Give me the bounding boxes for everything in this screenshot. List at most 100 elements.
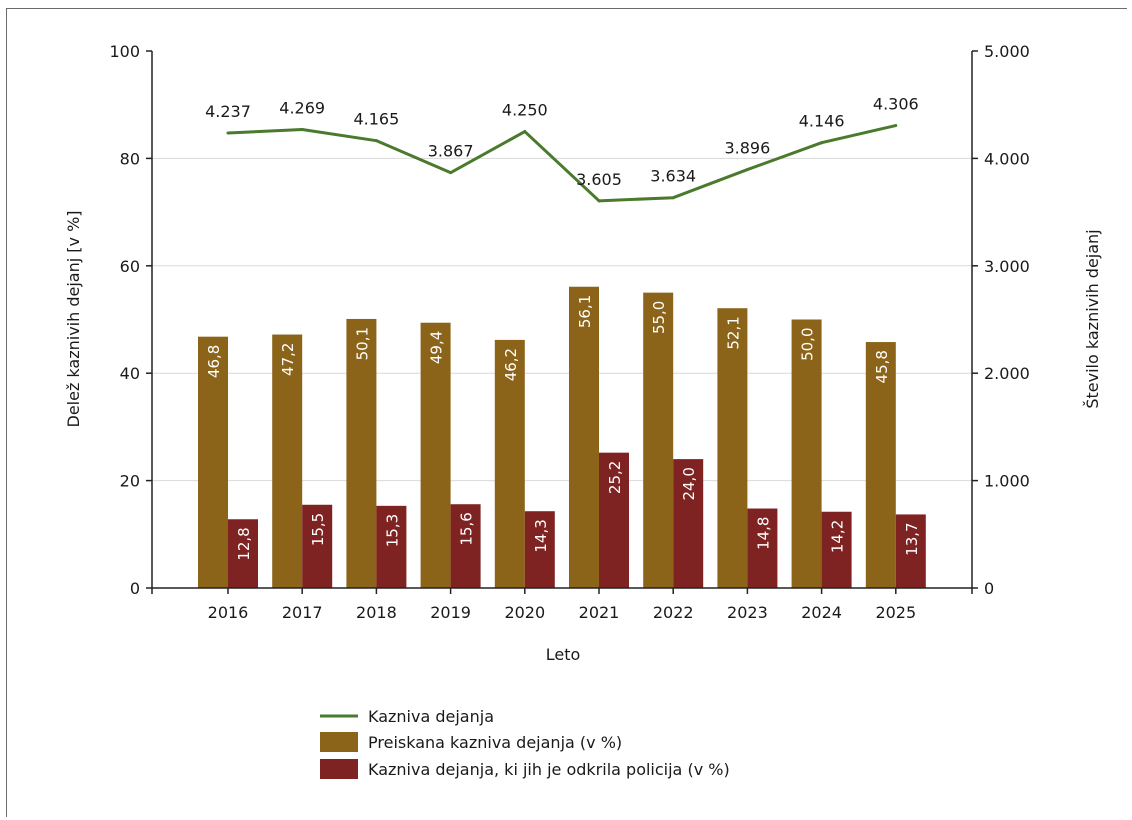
bar-label-police: 15,6 (458, 512, 476, 545)
bar-label-police: 25,2 (606, 461, 624, 494)
bar-label-police: 14,3 (532, 519, 550, 552)
y-tick-label-left: 20 (120, 472, 140, 491)
line-point-label: 4.237 (205, 102, 251, 121)
bar-label-police: 14,2 (829, 520, 847, 553)
bar-label-investigated: 50,0 (799, 328, 817, 361)
bar-police (599, 452, 629, 588)
line-point-label: 4.250 (502, 101, 548, 120)
bar-police (376, 505, 407, 588)
y-tick-label-right: 1.000 (984, 472, 1030, 491)
line-point-label: 4.306 (873, 95, 919, 114)
bar-investigated (198, 336, 228, 588)
line-point (449, 171, 453, 175)
y-axis-title-right: Število kaznivih dejanj (1083, 229, 1102, 408)
bar-investigated (865, 342, 896, 588)
chart-frame (6, 8, 1127, 817)
line-point-label: 4.165 (353, 110, 399, 129)
bars (198, 286, 926, 588)
y-tick-label-left: 80 (120, 149, 140, 168)
bar-label-investigated: 52,1 (724, 316, 742, 349)
bar-investigated (717, 308, 748, 588)
x-tick-label: 2023 (727, 603, 768, 622)
line-point-label: 4.146 (799, 112, 845, 131)
line-point-label: 3.605 (576, 170, 622, 189)
y-tick-label-left: 60 (120, 257, 140, 276)
x-tick-label: 2025 (875, 603, 916, 622)
y-tick-label-right: 0 (984, 579, 994, 598)
bar-label-police: 15,5 (309, 513, 327, 546)
bar-label-police: 24,0 (680, 467, 698, 500)
line-series: 4.237 4.269 4.165 3.867 4.250 3.605 3.634 3.896… (205, 95, 919, 203)
bar-labels: 46,8 12,8 47,2 15,5 50,1 15,3 49,4 15,6 46,2 14,3… (205, 295, 921, 561)
bar-label-investigated: 55,0 (650, 301, 668, 334)
legend-label-investigated: Preiskana kazniva dejanja (v %) (368, 733, 622, 752)
y-tick-label-right: 4.000 (984, 149, 1030, 168)
legend-swatch-police (320, 759, 358, 779)
line-point-label: 3.896 (724, 139, 770, 158)
bar-label-police: 14,8 (754, 517, 772, 550)
bar-label-investigated: 56,1 (576, 295, 594, 328)
line-total-offences (227, 124, 897, 203)
line-point-label: 3.867 (428, 142, 474, 161)
line-point (745, 168, 749, 172)
bar-investigated (791, 319, 822, 588)
line-point (894, 124, 898, 128)
bar-police (895, 514, 926, 588)
x-tick-label: 2021 (579, 603, 620, 622)
bar-police (450, 504, 481, 588)
bar-police (747, 508, 778, 588)
bar-label-investigated: 47,2 (279, 343, 297, 376)
y-tick-label-left: 100 (109, 42, 140, 61)
x-tick-label: 2016 (208, 603, 249, 622)
bar-label-investigated: 49,4 (428, 331, 446, 364)
bar-investigated (420, 322, 451, 588)
y-tick-label-right: 3.000 (984, 257, 1030, 276)
x-tick-label: 2019 (430, 603, 471, 622)
legend-item-line: Kazniva dejanja (320, 707, 494, 726)
legend-swatch-investigated (320, 732, 358, 752)
line-point-label: 4.269 (279, 99, 325, 118)
line-point (300, 128, 304, 132)
line-point (671, 196, 675, 200)
bar-investigated (272, 334, 303, 588)
y-tick-label-right: 5.000 (984, 42, 1030, 61)
y-tick-label-left: 40 (120, 364, 140, 383)
legend-label-line: Kazniva dejanja (368, 707, 494, 726)
bar-label-police: 12,8 (235, 527, 253, 560)
bar-label-investigated: 46,2 (502, 348, 520, 381)
bar-label-police: 15,3 (383, 514, 401, 547)
bar-police (302, 504, 333, 588)
x-tick-label: 2022 (653, 603, 694, 622)
line-point (226, 131, 230, 135)
bar-police (228, 519, 258, 588)
legend-item-investigated: Preiskana kazniva dejanja (v %) (320, 732, 622, 752)
bar-label-investigated: 50,1 (353, 327, 371, 360)
bar-label-investigated: 46,8 (205, 345, 223, 378)
line-point (820, 141, 824, 145)
legend-item-police: Kazniva dejanja, ki jih je odkrila polic… (320, 759, 730, 779)
bar-police (821, 511, 852, 588)
bar-investigated (346, 318, 377, 588)
x-axis-title: Leto (546, 645, 581, 664)
y-axis-title-left: Delež kaznivih dejanj [v %] (64, 210, 83, 427)
bar-investigated (494, 339, 525, 588)
bar-investigated (643, 292, 674, 588)
x-tick-label: 2018 (356, 603, 397, 622)
axes: 0 0 20 1.000 40 2.000 60 3.000 80 4.000 100 5.000 20… (109, 42, 1029, 622)
y-tick-label-left: 0 (130, 579, 140, 598)
bar-label-investigated: 45,8 (873, 350, 891, 383)
line-point (374, 139, 378, 143)
line-point (597, 199, 601, 203)
x-tick-label: 2024 (801, 603, 842, 622)
x-tick-label: 2017 (282, 603, 323, 622)
x-tick-label: 2020 (504, 603, 545, 622)
bar-label-police: 13,7 (903, 522, 921, 555)
bar-police (524, 511, 555, 588)
legend-label-police: Kazniva dejanja, ki jih je odkrila polic… (368, 760, 730, 779)
line-point (523, 130, 527, 134)
line-point-label: 3.634 (650, 167, 696, 186)
legend: Kazniva dejanja Preiskana kazniva dejanj… (320, 707, 730, 779)
bar-police (673, 459, 704, 588)
y-tick-label-right: 2.000 (984, 364, 1030, 383)
